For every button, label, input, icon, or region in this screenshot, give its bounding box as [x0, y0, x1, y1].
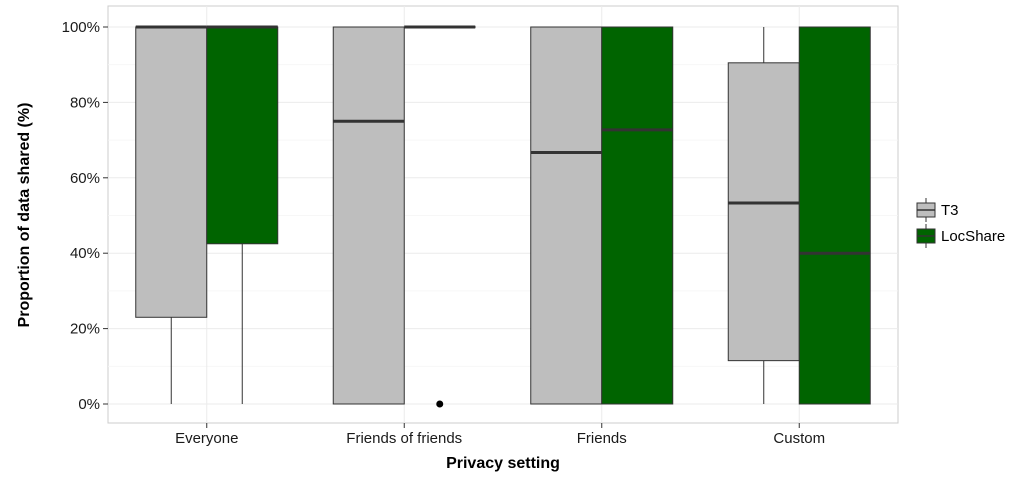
box-series [135, 25, 871, 408]
x-tick-label: Custom [773, 430, 825, 447]
x-axis-title: Privacy setting [446, 455, 560, 472]
y-tick-label: 20% [70, 321, 100, 338]
box [530, 26, 603, 405]
box [135, 26, 208, 318]
box [727, 62, 800, 362]
x-axis: Everyone Friends of friends Friends Custom [175, 423, 825, 447]
x-tick-label: Friends [577, 430, 627, 447]
box [601, 26, 674, 405]
y-tick-label: 0% [78, 396, 100, 413]
y-axis-title: Proportion of data shared (%) [16, 103, 33, 328]
y-tick-label: 100% [62, 19, 100, 36]
box [206, 26, 279, 245]
x-tick-label: Friends of friends [346, 430, 462, 447]
y-tick-label: 60% [70, 170, 100, 187]
y-tick-label: 40% [70, 245, 100, 262]
box [332, 26, 405, 405]
legend-label: LocShare [941, 228, 1005, 245]
outlier-point [436, 400, 444, 408]
legend: T3 LocShare [916, 198, 1005, 248]
box [798, 26, 871, 405]
x-tick-label: Everyone [175, 430, 238, 447]
legend-label: T3 [941, 202, 959, 219]
y-axis: 0% 20% 40% 60% 80% 100% [62, 19, 108, 413]
y-tick-label: 80% [70, 94, 100, 111]
